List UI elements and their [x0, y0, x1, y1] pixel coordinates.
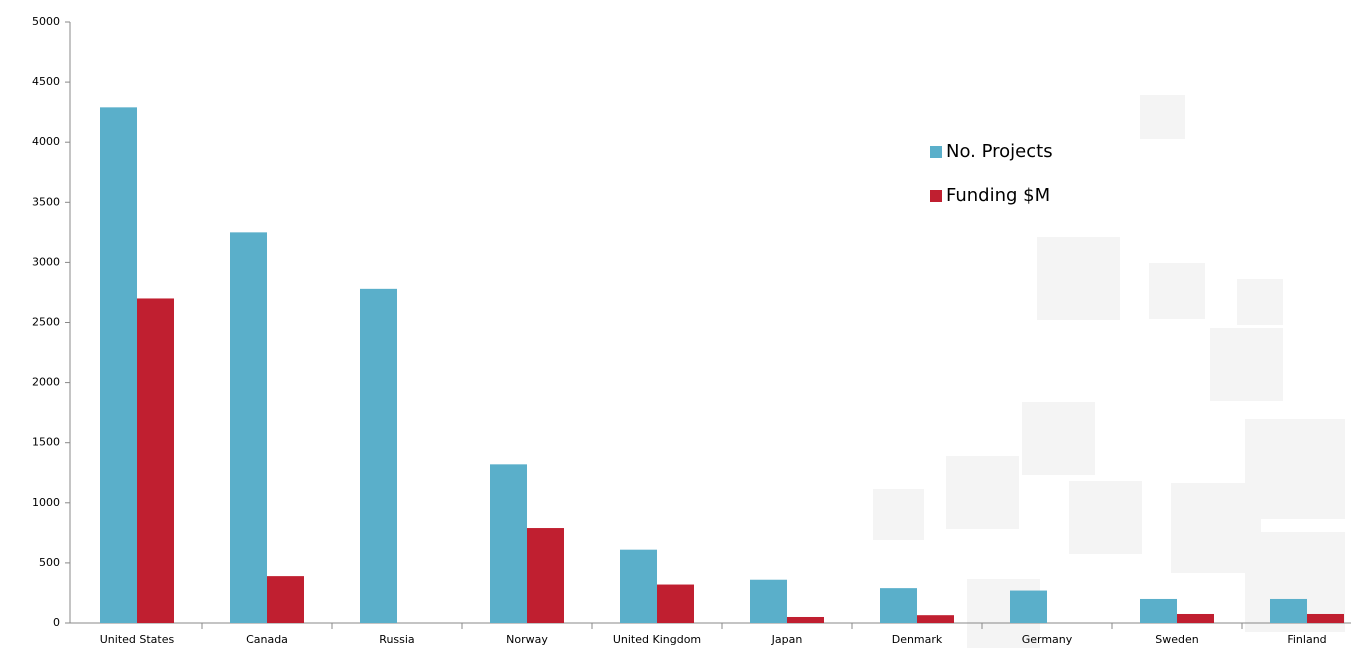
y-tick-label: 3500: [32, 195, 60, 208]
bar: [137, 298, 174, 623]
legend-label: Funding $M: [946, 185, 1050, 206]
legend-swatch: [930, 146, 942, 158]
bar: [1140, 598, 1177, 623]
x-tick-label: Germany: [1022, 633, 1073, 646]
bar: [100, 107, 137, 624]
legend: No. Projects Funding $M: [930, 141, 1053, 206]
bar: [1177, 613, 1214, 623]
bar: [1270, 598, 1307, 623]
background-decoration: [873, 95, 1345, 648]
x-tick-label: Finland: [1287, 633, 1326, 646]
bar: [787, 616, 824, 623]
bar: [880, 588, 917, 623]
bar: [230, 232, 267, 623]
bar: [490, 464, 527, 623]
y-tick-label: 4500: [32, 75, 60, 88]
x-tick-label: United Kingdom: [613, 633, 701, 646]
legend-swatch: [930, 190, 942, 202]
legend-label: No. Projects: [946, 141, 1053, 162]
bar: [360, 288, 397, 623]
bar: [1010, 590, 1047, 623]
x-tick-label: Denmark: [892, 633, 943, 646]
bar: [657, 584, 694, 623]
bar: [917, 615, 954, 623]
x-tick-label: Japan: [771, 633, 803, 646]
bar: [750, 579, 787, 623]
y-tick-label: 2000: [32, 376, 60, 389]
y-tick-label: 3000: [32, 255, 60, 268]
x-tick-label: Russia: [379, 633, 414, 646]
x-tick-label: United States: [100, 633, 175, 646]
bar: [527, 528, 564, 623]
x-tick-label: Sweden: [1155, 633, 1198, 646]
y-tick-label: 500: [39, 556, 60, 569]
y-tick-label: 1500: [32, 436, 60, 449]
bar: [1307, 613, 1344, 623]
bar: [620, 549, 657, 623]
y-tick-label: 1000: [32, 496, 60, 509]
y-tick-label: 2500: [32, 316, 60, 329]
y-tick-label: 0: [53, 616, 60, 629]
bar: [267, 576, 304, 623]
y-tick-label: 5000: [32, 15, 60, 28]
x-tick-label: Norway: [506, 633, 548, 646]
y-tick-label: 4000: [32, 135, 60, 148]
x-tick-label: Canada: [246, 633, 288, 646]
